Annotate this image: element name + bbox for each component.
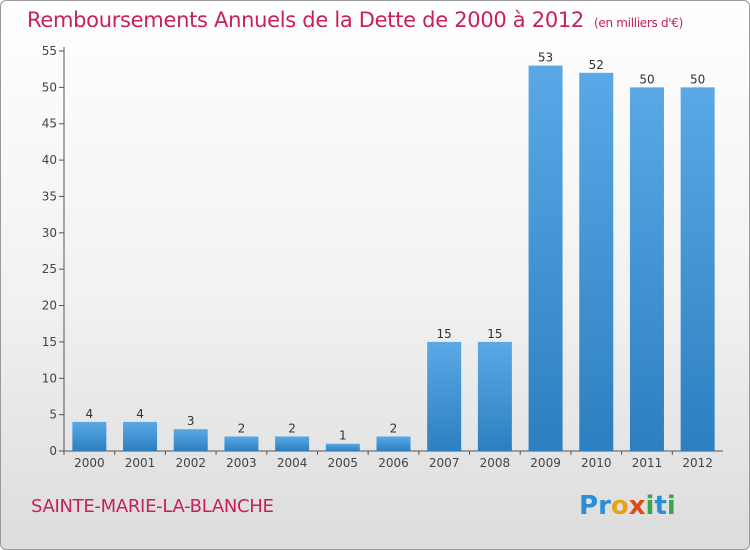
bar-value-label: 50 [639,72,654,86]
chart-title-text: Remboursements Annuels de la Dette de 20… [27,8,584,32]
bar [427,341,462,451]
bar [579,72,614,452]
bar [72,421,107,451]
bar-value-label: 15 [487,327,502,341]
x-tick-label: 2004 [277,456,308,470]
bars: 4 4 3 2 2 1 2 15 15 53 52 50 50 [72,51,715,452]
bar-value-label: 2 [390,421,398,435]
y-tick-label: 40 [42,153,57,167]
bar-value-label: 15 [437,327,452,341]
bar [629,87,664,451]
y-tick-label: 20 [42,299,57,313]
bar-value-label: 53 [538,51,553,65]
bar [477,341,512,451]
bar [325,443,360,451]
bar-value-label: 1 [339,429,347,443]
bar [680,87,715,451]
bar [528,65,563,451]
x-axis: 2000 2001 2002 2003 2004 2005 2006 2007 2008 2009… [63,450,723,470]
y-tick-label: 35 [42,189,57,203]
x-tick-label: 2007 [429,456,460,470]
bar-value-label: 2 [238,421,246,435]
bar [275,436,310,451]
x-tick-label: 2012 [682,456,713,470]
x-tick-label: 2005 [328,456,359,470]
bar-value-label: 4 [86,407,94,421]
y-tick-label: 15 [42,335,57,349]
x-tick-label: 2011 [632,456,663,470]
bar-value-label: 3 [187,414,195,428]
y-tick-label: 55 [42,44,57,58]
x-tick-label: 2000 [74,456,105,470]
y-tick-label: 0 [49,444,57,458]
bar [123,421,158,451]
y-tick-label: 25 [42,262,57,276]
y-tick-label: 10 [42,371,57,385]
bar-value-label: 50 [690,72,705,86]
y-tick-label: 30 [42,226,57,240]
bar-value-label: 2 [288,421,296,435]
x-tick-label: 2010 [581,456,612,470]
bar-value-label: 4 [136,407,144,421]
bar [224,436,259,451]
x-tick-label: 2003 [226,456,257,470]
y-tick-label: 50 [42,80,57,94]
x-tick-label: 2001 [125,456,156,470]
bar [376,436,411,451]
x-tick-label: 2009 [530,456,561,470]
place-name: SAINTE-MARIE-LA-BLANCHE [31,496,274,517]
x-tick-label: 2006 [378,456,409,470]
bar-value-label: 52 [589,58,604,72]
y-axis: 0 5 10 15 20 25 30 35 40 45 50 55 [42,44,65,458]
chart-title: Remboursements Annuels de la Dette de 20… [27,8,683,32]
chart-subtitle: (en milliers d'€) [594,16,684,30]
y-tick-label: 5 [49,408,57,422]
y-tick-label: 45 [42,117,57,131]
bar [173,429,208,451]
x-tick-label: 2008 [480,456,511,470]
proxiti-logo: Proxiti [579,491,676,521]
x-tick-label: 2002 [175,456,206,470]
